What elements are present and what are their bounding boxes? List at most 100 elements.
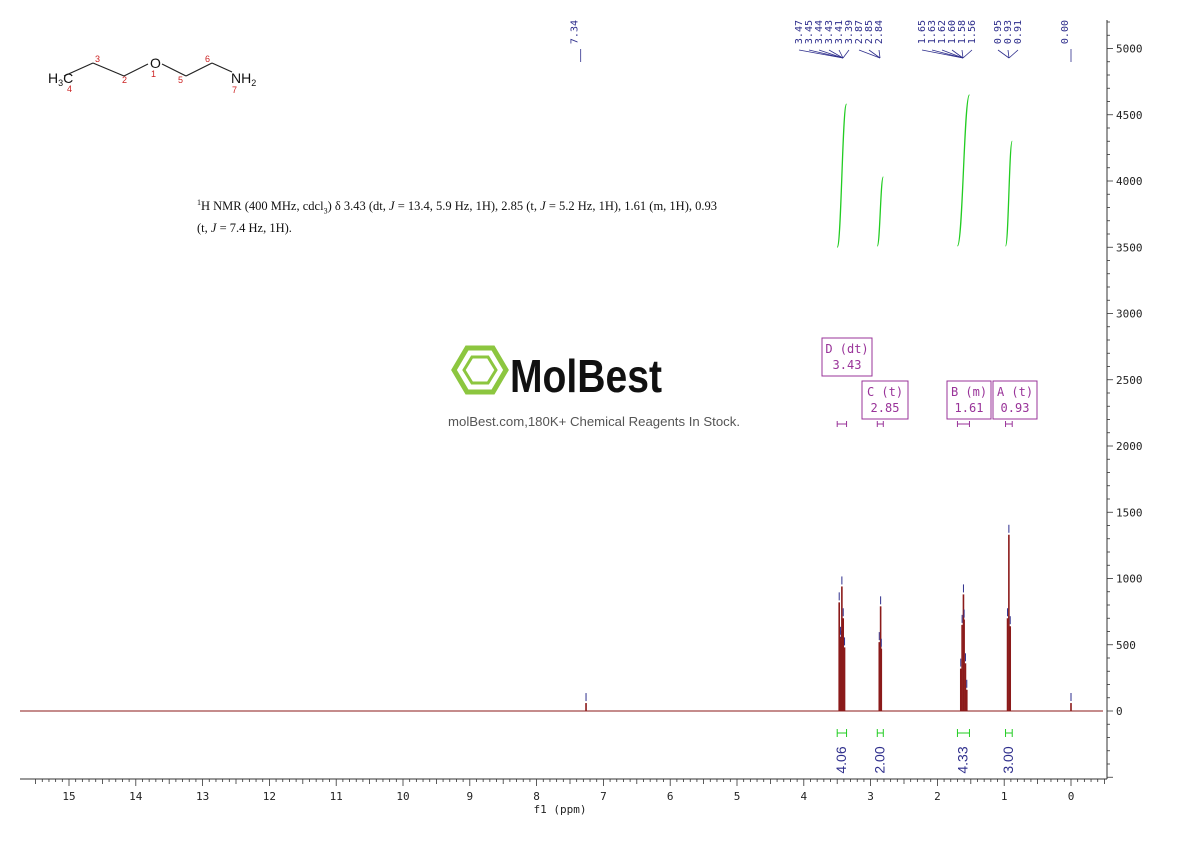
multiplet-shift: 0.93 bbox=[1001, 401, 1030, 415]
integral-value: 4.06 bbox=[833, 746, 849, 773]
desc-part-d: = 5.2 Hz, 1H), 1.61 (m, 1H), 0.93 bbox=[545, 199, 717, 214]
atom-number-4: 4 bbox=[67, 84, 72, 94]
x-tick-label: 1 bbox=[1001, 790, 1008, 803]
peak-label: 3.47 bbox=[794, 20, 805, 44]
peak-label-leader bbox=[951, 49, 964, 59]
axes: 15 14 13 12 11 10 9 8 7 6 5 4 3 2 1 0f1 (ppm)0500100015… bbox=[20, 20, 1143, 816]
peak-label: 1.62 bbox=[937, 20, 948, 44]
atom-h3c-c: C bbox=[63, 70, 73, 86]
x-tick-label: 11 bbox=[330, 790, 343, 803]
watermark-logo-icon bbox=[451, 345, 509, 395]
multiplet-label: B (m) bbox=[951, 385, 987, 399]
svg-text:NH2: NH2 bbox=[231, 70, 256, 88]
y-tick-label: 0 bbox=[1116, 705, 1123, 718]
molecule-structure: H3C O NH2 4 3 2 1 5 6 7 bbox=[48, 54, 256, 95]
desc-part-f: = 7.4 Hz, 1H). bbox=[216, 220, 292, 235]
peak-label-leader bbox=[858, 49, 881, 59]
peak-label: 2.87 bbox=[854, 20, 865, 44]
watermark: MolBest molBest.com,180K+ Chemical Reage… bbox=[448, 345, 740, 429]
peak-label-leader bbox=[868, 49, 881, 59]
peak-label-leader bbox=[931, 49, 964, 59]
desc-j1: J bbox=[389, 199, 395, 214]
integral-curve bbox=[956, 94, 971, 247]
x-tick-label: 4 bbox=[800, 790, 807, 803]
multiplet-label: A (t) bbox=[997, 385, 1033, 399]
y-tick-label: 1500 bbox=[1116, 506, 1143, 519]
peak-label: 3.43 bbox=[824, 20, 835, 44]
peak-label: 0.91 bbox=[1013, 20, 1024, 44]
x-tick-label: 12 bbox=[263, 790, 276, 803]
nmr-description: 1H NMR (400 MHz, cdcl3) δ 3.43 (dt, J = … bbox=[197, 195, 757, 236]
atom-number-5: 5 bbox=[178, 75, 183, 85]
multiplet-annotations: D (dt) 3.43 C (t) 2.85 B (m) 1.61 A (t) 0.93 bbox=[821, 337, 1038, 427]
atom-oxygen: O bbox=[150, 55, 161, 71]
desc-part-a: H NMR (400 MHz, cdcl bbox=[201, 199, 324, 214]
integral-curve bbox=[876, 176, 884, 247]
x-tick-label: 15 bbox=[62, 790, 75, 803]
peak-label-leader bbox=[941, 49, 964, 59]
multiplet-box bbox=[861, 380, 909, 420]
multiplet-box bbox=[992, 380, 1038, 420]
peak-label-leader bbox=[1008, 49, 1019, 59]
multiplet-label: C (t) bbox=[867, 385, 903, 399]
peak-label: 0.93 bbox=[1003, 20, 1014, 44]
integral-curves: 4.06 2.00 4.33 3.00 bbox=[833, 94, 1016, 774]
desc-j3: J bbox=[210, 220, 217, 235]
integral-value: 3.00 bbox=[1000, 746, 1016, 773]
peak-label-leader bbox=[962, 49, 973, 59]
spectrum bbox=[20, 524, 1103, 712]
x-tick-label: 3 bbox=[867, 790, 874, 803]
peak-labels: 7.34 3.47 3.45 3.44 3.43 3.41 3.39 2.87 2.85 2.84… bbox=[570, 20, 1072, 62]
multiplet-label: D (dt) bbox=[825, 342, 868, 356]
peak-label-leader bbox=[818, 49, 844, 59]
desc-part-c: = 13.4, 5.9 Hz, 1H), 2.85 (t, bbox=[394, 199, 541, 214]
svg-text:H3C: H3C bbox=[48, 70, 73, 88]
peak-label-leader bbox=[921, 49, 964, 59]
atom-h3c-sub: 3 bbox=[58, 78, 63, 88]
peak-label: 3.45 bbox=[804, 20, 815, 44]
x-tick-label: 8 bbox=[533, 790, 540, 803]
peak-label: 2.85 bbox=[864, 20, 875, 44]
multiplet-shift: 2.85 bbox=[871, 401, 900, 415]
y-tick-label: 2500 bbox=[1116, 374, 1143, 387]
peak-label-leader bbox=[961, 49, 964, 59]
peak-label: 0.00 bbox=[1060, 20, 1071, 44]
desc-part-b: ) δ 3.43 (dt, bbox=[327, 199, 390, 214]
y-tick-label: 5000 bbox=[1116, 43, 1143, 56]
integral-curve bbox=[836, 103, 848, 248]
watermark-brand: MolBest bbox=[510, 350, 662, 402]
integral-curve bbox=[1004, 140, 1013, 247]
y-tick-label: 3500 bbox=[1116, 241, 1143, 254]
integral-value: 4.33 bbox=[954, 746, 970, 773]
multiplet-box bbox=[821, 337, 873, 377]
x-axis-label: f1 (ppm) bbox=[534, 803, 587, 816]
peak-label-leader bbox=[1007, 49, 1010, 59]
peak-label-leader bbox=[808, 49, 844, 59]
x-tick-label: 9 bbox=[466, 790, 473, 803]
peak-label: 2.84 bbox=[874, 20, 885, 44]
desc-sup: 1 bbox=[197, 198, 201, 207]
peak-label: 7.34 bbox=[570, 20, 581, 44]
x-tick-label: 2 bbox=[934, 790, 941, 803]
x-tick-label: 0 bbox=[1068, 790, 1075, 803]
peak-label-leader bbox=[878, 49, 881, 59]
x-tick-label: 10 bbox=[396, 790, 409, 803]
peak-label: 3.44 bbox=[814, 20, 825, 44]
atom-number-6: 6 bbox=[205, 54, 210, 64]
multiplet-box bbox=[946, 380, 992, 420]
peak-label: 3.41 bbox=[834, 20, 845, 44]
peak-label: 1.63 bbox=[927, 20, 938, 44]
atom-number-1: 1 bbox=[151, 69, 156, 79]
y-tick-label: 1000 bbox=[1116, 573, 1143, 586]
y-tick-label: 4500 bbox=[1116, 109, 1143, 122]
multiplet-shift: 3.43 bbox=[833, 358, 862, 372]
peak-label-leader bbox=[838, 49, 844, 59]
peak-label: 0.95 bbox=[993, 20, 1004, 44]
desc-j2: J bbox=[540, 199, 546, 214]
y-tick-label: 4000 bbox=[1116, 175, 1143, 188]
x-tick-label: 14 bbox=[129, 790, 143, 803]
watermark-tagline: molBest.com,180K+ Chemical Reagents In S… bbox=[448, 415, 740, 429]
peak-label-leader bbox=[828, 49, 844, 59]
x-tick-label: 7 bbox=[600, 790, 607, 803]
